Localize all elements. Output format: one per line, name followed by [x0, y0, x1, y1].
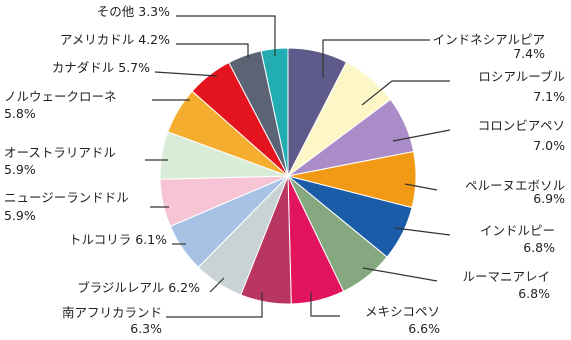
- leader-line: [154, 71, 218, 77]
- slice-label: メキシコペソ: [365, 304, 440, 319]
- slice-label: ペルーヌエボソル: [465, 178, 565, 193]
- leader-line: [176, 43, 249, 58]
- leader-line: [361, 80, 450, 106]
- slice-value-label: 7.1%: [533, 89, 565, 104]
- slice-value-label: 6.9%: [533, 191, 565, 206]
- slice-label: トルコリラ 6.1%: [69, 232, 167, 247]
- slice-label: ルーマニアレイ: [462, 269, 550, 284]
- leader-line: [362, 267, 438, 282]
- slice-label: ロシアルーブル: [478, 69, 565, 84]
- slice-value-label: 6.3%: [130, 321, 162, 336]
- slice-label: アメリカドル 4.2%: [60, 32, 170, 47]
- pie-slices: [159, 47, 417, 305]
- slice-value-label: 6.6%: [408, 321, 440, 336]
- leader-line: [166, 292, 263, 318]
- slice-label: ニュージーランドドル: [4, 190, 129, 205]
- slice-label: オーストラリアドル: [4, 145, 116, 160]
- leader-line: [209, 277, 225, 293]
- slice-label: 南アフリカランド: [62, 305, 162, 320]
- leader-line: [394, 227, 451, 236]
- slice-value-label: 7.4%: [513, 46, 545, 61]
- slice-label: コロンビアペソ: [478, 118, 565, 133]
- slice-value-label: 7.0%: [533, 138, 565, 153]
- slice-value-label: 5.8%: [4, 106, 36, 121]
- slice-label: その他 3.3%: [97, 4, 170, 19]
- slice-label: ノルウェークローネ: [4, 89, 117, 104]
- leader-line: [176, 15, 276, 56]
- leader-line: [392, 129, 451, 142]
- slice-value-label: 5.9%: [4, 162, 36, 177]
- slice-value-label: 6.8%: [518, 286, 550, 301]
- leader-line: [322, 39, 430, 78]
- slice-label: カナダドル 5.7%: [52, 60, 150, 75]
- slice-label: インドネシアルピア: [433, 32, 545, 47]
- leader-line: [404, 183, 438, 191]
- slice-value-label: 5.9%: [4, 208, 36, 223]
- slice-label: ブラジルレアル 6.2%: [77, 280, 200, 295]
- leader-line: [310, 292, 340, 317]
- label-leader-lines: [145, 15, 451, 318]
- slice-label: インドルピー: [480, 223, 555, 238]
- slice-value-label: 6.8%: [523, 240, 555, 255]
